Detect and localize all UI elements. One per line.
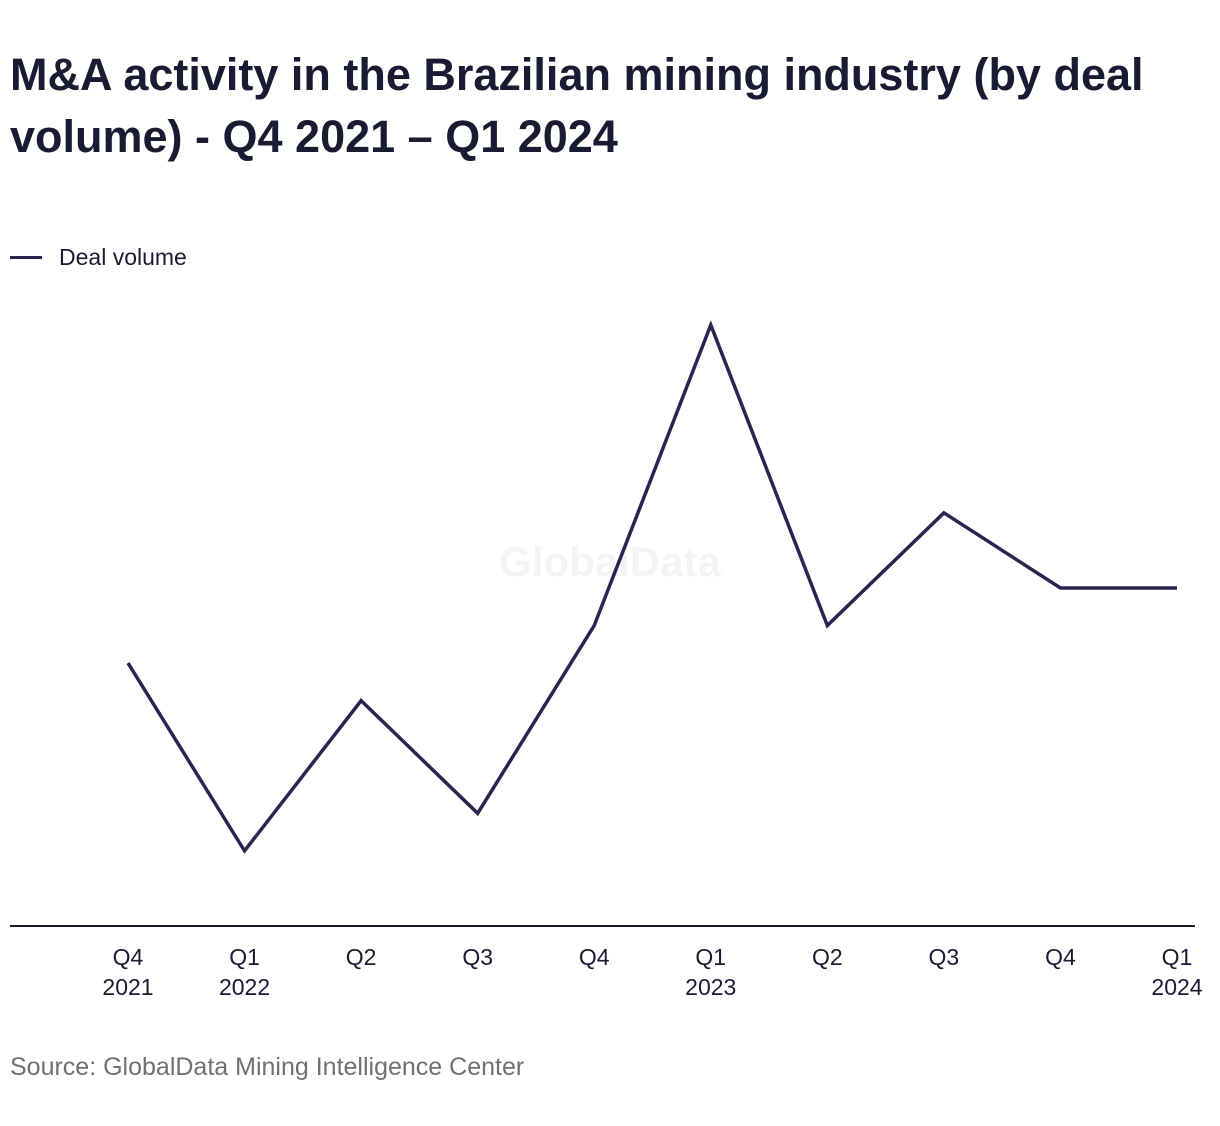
- x-tick-label: Q1 2022: [218, 944, 271, 1000]
- x-tick-label: Q2: [345, 944, 377, 970]
- legend: Deal volume: [10, 242, 187, 272]
- x-tick-label: Q4: [1045, 944, 1076, 970]
- x-tick-label: Q4 2021: [102, 944, 154, 1000]
- legend-label: Deal volume: [59, 243, 187, 270]
- x-tick-label: Q1 2024: [1151, 944, 1203, 1000]
- x-tick-label: Q1 2023: [685, 944, 737, 1000]
- x-tick-label: Q3: [928, 944, 960, 970]
- data-line: [126, 320, 1177, 854]
- legend-swatch: [10, 255, 42, 259]
- source: Source: GlobalData Mining Intelligence C…: [10, 1053, 525, 1081]
- watermark: GlobalData: [499, 538, 721, 585]
- chart-title: M&A activity in the Brazilian mining ind…: [10, 49, 1144, 162]
- x-tick-label: Q4: [578, 944, 610, 970]
- x-tick-label: Q2: [811, 944, 843, 970]
- x-tick-label: Q3: [462, 944, 493, 970]
